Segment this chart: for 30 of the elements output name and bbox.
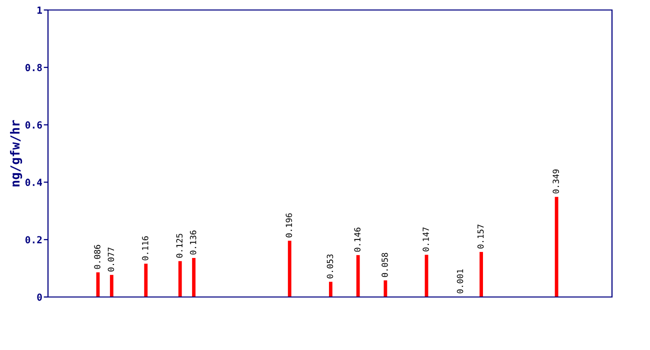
data-label: 0.077 (108, 248, 114, 272)
bar (178, 261, 182, 297)
bar (328, 282, 332, 297)
data-label: 0.196 (286, 213, 292, 238)
bar (192, 258, 196, 297)
bar (144, 264, 148, 297)
bar (288, 240, 292, 297)
y-tick-label: 0 (37, 293, 42, 301)
data-label: 0.136 (190, 230, 196, 255)
y-tick-label: 0.8 (25, 64, 42, 72)
y-tick-label: 1 (37, 6, 42, 14)
y-tick-label: 0.6 (25, 121, 42, 129)
bar (356, 255, 360, 297)
y-tick-label: 0.4 (25, 178, 42, 186)
data-label: 0.125 (176, 234, 183, 258)
bar (480, 252, 483, 297)
data-label: 0.116 (142, 236, 148, 260)
data-label: 0.053 (326, 254, 334, 278)
bar (384, 280, 388, 297)
y-tick-label: 0.2 (25, 236, 42, 244)
bar (110, 274, 114, 297)
data-label: 0.086 (94, 244, 100, 269)
data-label: 0.146 (354, 228, 361, 252)
data-label: 0.349 (552, 169, 559, 194)
data-label: 0.001 (456, 269, 464, 294)
data-label: 0.058 (382, 252, 388, 277)
y-axis-title: ng/gfw/hr (10, 120, 22, 186)
bar (554, 196, 558, 297)
data-label: 0.147 (422, 227, 429, 252)
data-label: 0.157 (477, 224, 484, 249)
